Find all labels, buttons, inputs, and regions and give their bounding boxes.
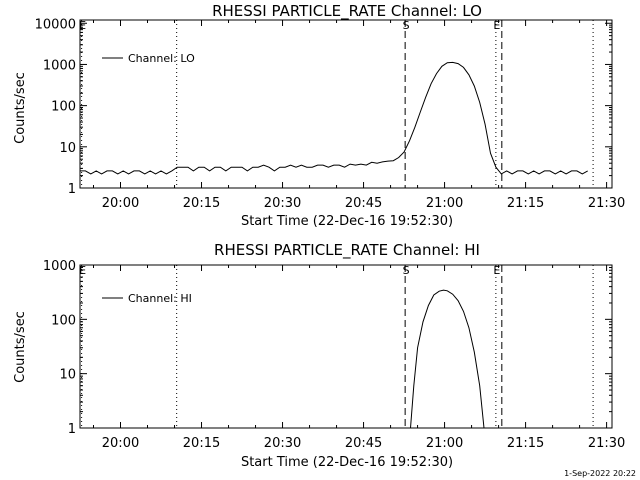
x-tick-label: 21:00	[426, 196, 463, 211]
x-axis-label: Start Time (22-Dec-16 19:52:30)	[241, 455, 453, 470]
y-tick-label: 1	[68, 182, 76, 197]
event-marker-label: E	[79, 264, 86, 277]
legend-label: Channel: LO	[128, 52, 195, 65]
event-marker-label: E	[79, 19, 86, 32]
y-axis-label: Counts/sec	[13, 311, 28, 383]
y-tick-label: 100	[51, 313, 76, 328]
chart-panel-hi: RHESSI PARTICLE_RATE Channel: HI Start T…	[13, 241, 625, 470]
chart-legend: Channel: LO	[102, 52, 195, 65]
plot-frame	[79, 264, 613, 429]
event-marker-label: E	[493, 19, 500, 32]
x-tick-label: 21:15	[507, 196, 544, 211]
y-tick-label: 1	[68, 422, 76, 437]
x-tick-label: 20:45	[345, 196, 382, 211]
event-marker-label: E	[493, 264, 500, 277]
series-line	[410, 289, 485, 428]
x-tick-label: 20:45	[345, 436, 382, 451]
x-tick-label: 21:30	[588, 196, 625, 211]
chart-legend: Channel: HI	[102, 292, 192, 305]
x-tick-label: 20:00	[102, 436, 139, 451]
y-tick-label: 100	[51, 100, 76, 115]
y-tick-label: 10000	[35, 17, 76, 32]
chart-title: RHESSI PARTICLE_RATE Channel: HI	[214, 241, 480, 260]
chart-panel-lo: RHESSI PARTICLE_RATE Channel: LO Start T…	[13, 2, 625, 229]
x-tick-label: 20:00	[102, 196, 139, 211]
y-tick-label: 1000	[43, 259, 76, 274]
x-tick-label: 20:15	[183, 196, 220, 211]
x-tick-label: 20:15	[183, 436, 220, 451]
chart-title: RHESSI PARTICLE_RATE Channel: LO	[212, 2, 482, 21]
x-axis-label: Start Time (22-Dec-16 19:52:30)	[241, 214, 453, 229]
y-tick-label: 1000	[43, 58, 76, 73]
y-tick-label: 10	[59, 368, 76, 383]
event-marker-label: S	[403, 264, 410, 277]
footer-timestamp: 1-Sep-2022 20:22	[564, 469, 636, 478]
y-axis-label: Counts/sec	[13, 72, 28, 144]
x-tick-label: 21:30	[588, 436, 625, 451]
x-tick-label: 21:15	[507, 436, 544, 451]
event-marker-label: S	[403, 19, 410, 32]
legend-label: Channel: HI	[128, 292, 192, 305]
x-tick-label: 21:00	[426, 436, 463, 451]
x-tick-label: 20:30	[264, 436, 301, 451]
plot-frame	[79, 19, 613, 189]
series-line	[80, 61, 588, 175]
x-tick-label: 20:30	[264, 196, 301, 211]
y-tick-label: 10	[59, 141, 76, 156]
